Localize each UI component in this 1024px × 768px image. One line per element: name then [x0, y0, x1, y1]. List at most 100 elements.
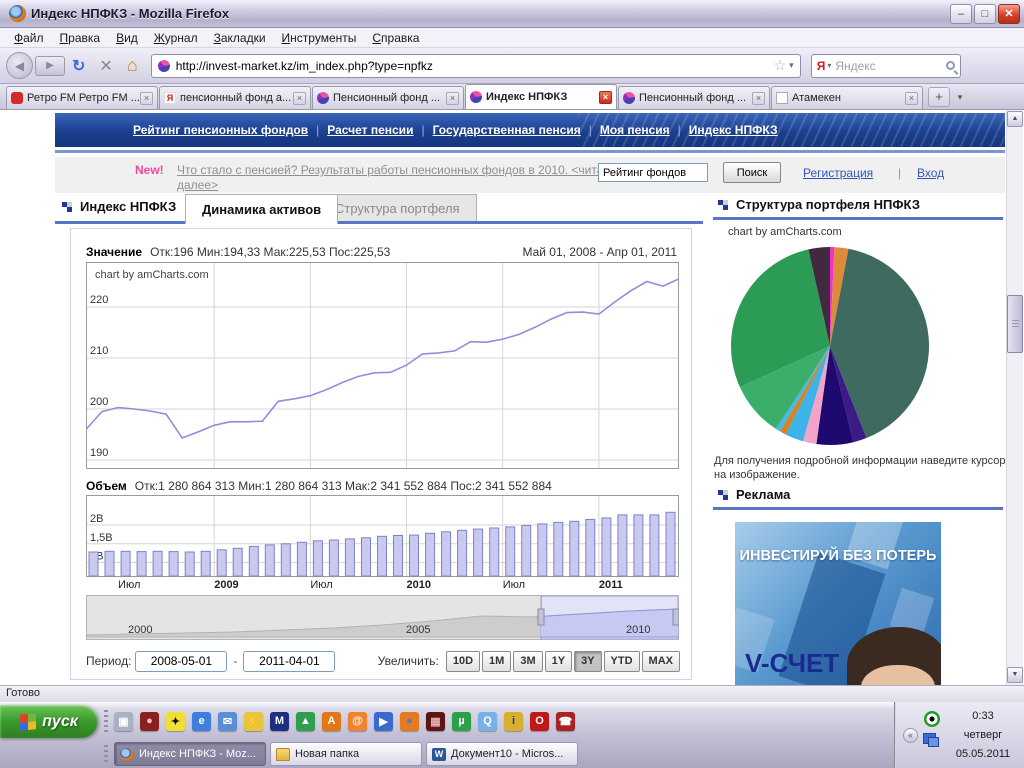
search-engine-dropdown-icon[interactable]: ▾ — [827, 61, 831, 70]
motorola-icon[interactable]: M — [270, 712, 289, 731]
period-to-input[interactable]: 2011-04-01 — [243, 651, 335, 672]
site-nav-link[interactable]: Индекс НПФКЗ — [689, 123, 778, 137]
browser-tab[interactable]: Атамекен× — [771, 86, 923, 109]
taskbar-window-buttons: Индекс НПФКЗ - Moz...Новая папкаWДокумен… — [114, 742, 578, 766]
register-link[interactable]: Регистрация — [803, 166, 873, 180]
reload-icon[interactable]: ↻ — [72, 56, 85, 76]
taskbar-window-button[interactable]: Новая папка — [270, 742, 422, 766]
delphi-icon[interactable]: ▲ — [296, 712, 315, 731]
search-icon[interactable] — [946, 61, 955, 70]
zoom-3y-button[interactable]: 3Y — [574, 651, 601, 672]
tab-close-icon[interactable]: × — [905, 92, 918, 105]
new-tab-button[interactable]: + — [928, 87, 950, 107]
internet-explorer-icon[interactable]: e — [192, 712, 211, 731]
news-link[interactable]: Что стало с пенсией? Результаты работы п… — [177, 163, 617, 193]
zoom-10d-button[interactable]: 10D — [446, 651, 480, 672]
zoom-3m-button[interactable]: 3M — [513, 651, 542, 672]
menu-Инструменты[interactable]: Инструменты — [274, 29, 365, 47]
menu-Закладки[interactable]: Закладки — [206, 29, 274, 47]
menu-Журнал[interactable]: Журнал — [146, 29, 206, 47]
section-rule — [713, 507, 1003, 510]
scroll-down-icon[interactable]: ▼ — [1007, 667, 1023, 683]
login-link[interactable]: Вход — [917, 166, 944, 180]
installer-icon[interactable]: i — [504, 712, 523, 731]
period-from-input[interactable]: 2008-05-01 — [135, 651, 227, 672]
browser-tab[interactable]: Пенсионный фонд ...× — [618, 86, 770, 109]
clock-weekday: четверг — [944, 729, 1022, 741]
photoshop-icon[interactable]: ▦ — [426, 712, 445, 731]
maximize-button[interactable]: □ — [974, 4, 996, 24]
batman-icon[interactable]: ✦ — [166, 712, 185, 731]
browser-tab[interactable]: Индекс НПФКЗ× — [465, 84, 617, 109]
site-nav-link[interactable]: Государственная пенсия — [433, 123, 581, 137]
winzip-icon[interactable]: ⚡ — [244, 712, 263, 731]
toolbar-grip[interactable] — [104, 745, 108, 765]
search-input[interactable] — [835, 59, 945, 73]
tab-close-icon[interactable]: × — [140, 92, 153, 105]
tab-close-icon[interactable]: × — [293, 92, 306, 105]
close-button[interactable]: ✕ — [998, 4, 1020, 24]
url-dropdown-icon[interactable]: ▾ — [789, 60, 794, 71]
search-button[interactable]: Поиск — [723, 162, 781, 183]
zoom-max-button[interactable]: MAX — [642, 651, 680, 672]
url-text[interactable]: http://invest-market.kz/im_index.php?typ… — [176, 59, 771, 73]
chart-scrollbar[interactable]: 2000 2005 2010 — [86, 595, 679, 640]
url-bar[interactable]: http://invest-market.kz/im_index.php?typ… — [151, 54, 801, 78]
site-nav-link[interactable]: Расчет пенсии — [327, 123, 413, 137]
opera-icon[interactable]: O — [530, 712, 549, 731]
menu-Файл[interactable]: Файл — [6, 29, 52, 47]
media-player-icon[interactable]: ▶ — [374, 712, 393, 731]
zoom-buttons: 10D1M3M1Y3YYTDMAX — [444, 651, 680, 672]
stop-icon[interactable]: ✕ — [99, 56, 112, 76]
site-nav-link[interactable]: Моя пенсия — [600, 123, 670, 137]
tab-close-icon[interactable]: × — [752, 92, 765, 105]
site-nav-link[interactable]: Рейтинг пенсионных фондов — [133, 123, 308, 137]
search-box[interactable]: Я ▾ — [811, 54, 961, 78]
menu-Вид[interactable]: Вид — [108, 29, 146, 47]
email-icon[interactable]: ✉ — [218, 712, 237, 731]
menu-Справка[interactable]: Справка — [364, 29, 427, 47]
tab-close-icon[interactable]: × — [446, 92, 459, 105]
media-red-icon[interactable]: ● — [140, 712, 159, 731]
tab-dynamics[interactable]: Динамика активов — [185, 194, 338, 224]
tab-close-icon[interactable]: × — [599, 91, 612, 104]
menu-Правка[interactable]: Правка — [52, 29, 109, 47]
list-all-tabs-icon[interactable]: ▾ — [952, 87, 968, 107]
home-icon[interactable]: ⌂ — [127, 55, 138, 76]
browser-tab[interactable]: Ретро FM Ретро FM ...× — [6, 86, 158, 109]
firefox-icon[interactable]: ● — [400, 712, 419, 731]
portfolio-pie-chart[interactable] — [727, 243, 933, 449]
volume-x-label: Июл — [310, 579, 332, 591]
mail-agent-icon[interactable]: @ — [348, 712, 367, 731]
back-button[interactable]: ◀ — [6, 52, 33, 79]
toolbar-grip[interactable] — [104, 710, 108, 734]
start-button[interactable]: пуск — [0, 705, 98, 738]
scrollbar-thumb[interactable] — [1007, 295, 1023, 353]
forward-button[interactable]: ▶ — [35, 56, 65, 76]
quicktime-icon[interactable]: Q — [478, 712, 497, 731]
scroll-up-icon[interactable]: ▲ — [1007, 111, 1023, 127]
volume-x-label: 2011 — [599, 579, 623, 591]
fax-icon[interactable]: ☎ — [556, 712, 575, 731]
taskbar-window-button[interactable]: WДокумент10 - Micros... — [426, 742, 578, 766]
page-scrollbar[interactable]: ▲ ▼ — [1006, 110, 1023, 685]
browser-tab[interactable]: Япенсионный фонд а...× — [159, 86, 311, 109]
utorrent-icon[interactable]: µ — [452, 712, 471, 731]
fund-search-input[interactable] — [598, 163, 708, 182]
pie-caption: Для получения подробной информации навед… — [714, 454, 1006, 482]
tray-expand-icon[interactable]: « — [903, 728, 918, 743]
browser-tab[interactable]: Пенсионный фонд ...× — [312, 86, 464, 109]
zoom-1m-button[interactable]: 1M — [482, 651, 511, 672]
ad-banner[interactable]: ИНВЕСТИРУЙ БЕЗ ПОТЕРЬ V-СЧЕТ — [735, 522, 941, 685]
clock-time[interactable]: 0:33 — [944, 710, 1022, 722]
antivirus-eye-icon[interactable] — [924, 711, 940, 727]
amigo-icon[interactable]: A — [322, 712, 341, 731]
taskbar-window-button[interactable]: Индекс НПФКЗ - Moz... — [114, 742, 266, 766]
show-desktop-icon[interactable]: ▣ — [114, 712, 133, 731]
zoom-1y-button[interactable]: 1Y — [545, 651, 572, 672]
tab-portfolio-structure[interactable]: Структура портфеля — [318, 194, 477, 223]
bookmark-star-icon[interactable]: ☆ — [774, 57, 787, 74]
network-icon[interactable] — [923, 733, 936, 744]
minimize-button[interactable]: – — [950, 4, 972, 24]
zoom-ytd-button[interactable]: YTD — [604, 651, 640, 672]
